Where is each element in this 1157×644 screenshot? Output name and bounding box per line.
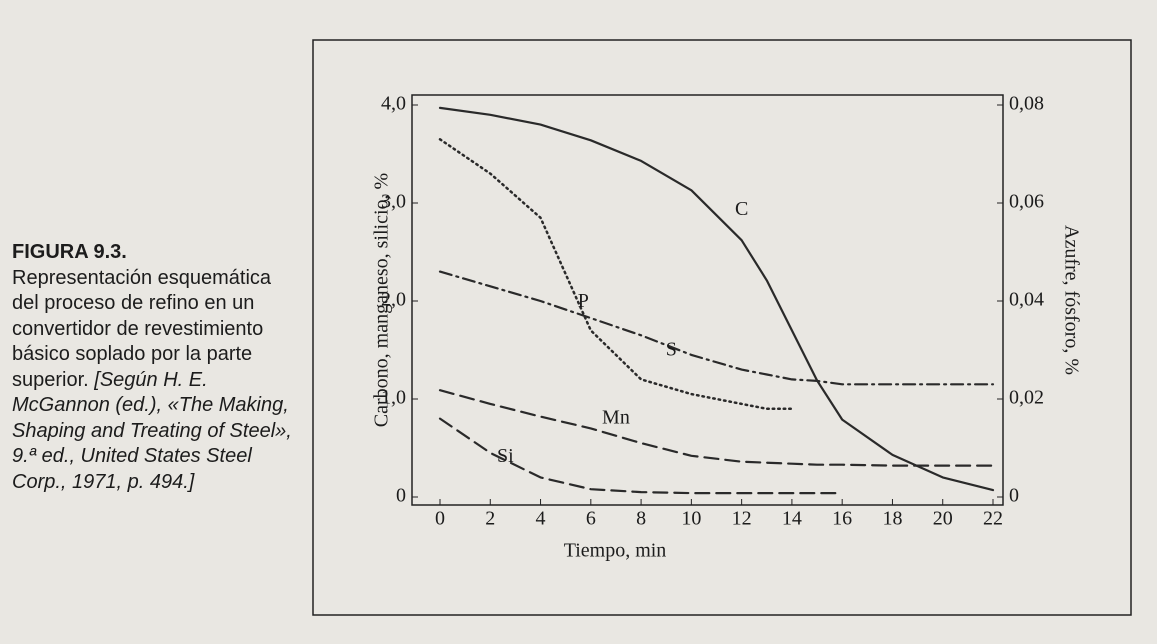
x-axis-label: Tiempo, min	[564, 540, 667, 562]
plot-frame	[411, 94, 1004, 506]
y2-tick-label: 0	[1009, 485, 1019, 507]
y-tick-label: 1,0	[381, 387, 406, 409]
x-tick-label: 4	[536, 508, 546, 530]
x-tick-label: 14	[782, 508, 802, 530]
series-label: P	[578, 290, 589, 312]
y-axis-label: Carbono, manganeso, silicio, %	[371, 173, 393, 427]
series-line	[438, 270, 995, 386]
x-tick-label: 0	[435, 508, 445, 530]
y-tick-label: 3,0	[381, 191, 406, 213]
caption-label: FIGURA 9.3.	[12, 241, 127, 263]
y2-axis-label: Azufre, fósforo, %	[1060, 225, 1082, 375]
y-tick-label: 0	[396, 485, 406, 507]
x-tick-label: 16	[832, 508, 852, 530]
y-tick-label: 2,0	[381, 289, 406, 311]
caption-source: [Según H. E. McGannon (ed.), «The Making…	[12, 368, 292, 493]
y2-tick-label: 0,02	[1009, 387, 1044, 409]
x-tick-label: 6	[586, 508, 596, 530]
series-line	[438, 106, 995, 492]
figure-frame	[312, 39, 1132, 616]
x-tick-label: 10	[681, 508, 701, 530]
x-tick-label: 20	[933, 508, 953, 530]
x-tick-label: 12	[732, 508, 752, 530]
caption-text: Representación esquemática del proceso d…	[12, 266, 272, 391]
y2-tick-label: 0,06	[1009, 191, 1044, 213]
x-tick-label: 22	[983, 508, 1003, 530]
x-tick-label: 18	[882, 508, 902, 530]
x-tick-label: 2	[485, 508, 495, 530]
series-label: C	[735, 198, 748, 220]
series-line	[438, 417, 844, 495]
caption: FIGURA 9.3. Representación esquemática d…	[12, 240, 297, 495]
series-label: S	[666, 338, 677, 360]
y2-tick-label: 0,04	[1009, 289, 1044, 311]
series-line	[438, 389, 995, 467]
x-tick-label: 8	[636, 508, 646, 530]
y-tick-label: 4,0	[381, 93, 406, 115]
series-label: Mn	[602, 407, 630, 429]
series-line	[438, 138, 794, 411]
series-label: Si	[497, 445, 514, 467]
y2-tick-label: 0,08	[1009, 93, 1044, 115]
